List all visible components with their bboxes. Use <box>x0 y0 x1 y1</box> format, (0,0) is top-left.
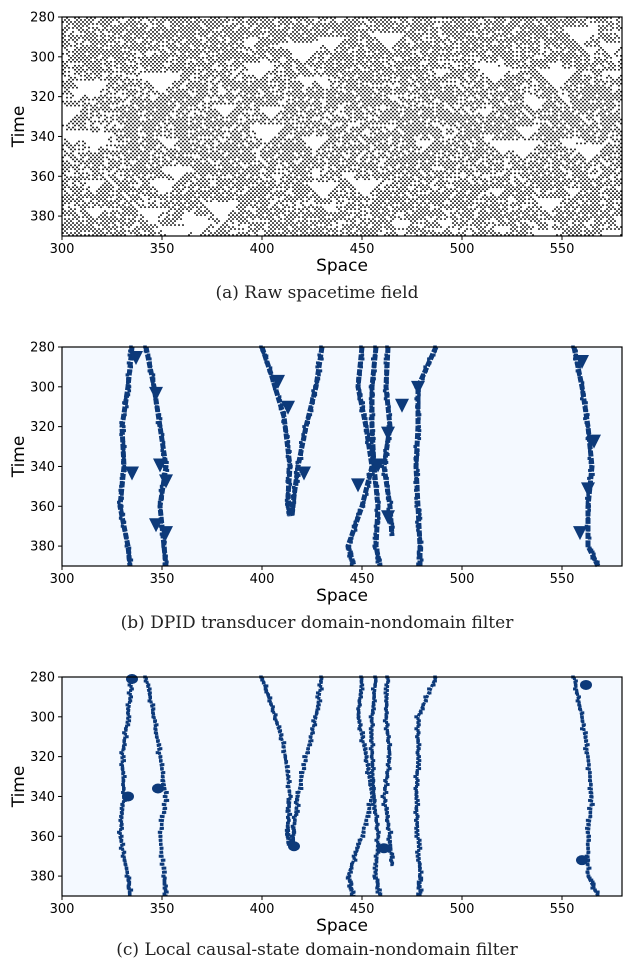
plot-frame <box>61 676 623 897</box>
x-tick-label: 350 <box>150 242 175 257</box>
axes: 300 350 400 450 500 550 280 300 320 340 360 380 Spac… <box>9 671 623 936</box>
y-tick-label: 280 <box>30 671 55 686</box>
axes: 300 350 400 450 500 550 280 300 320 340 360 380 Spac… <box>9 341 623 606</box>
triangle-marker <box>351 478 365 493</box>
triangle-marker <box>129 350 143 365</box>
x-tick-label: 550 <box>550 902 575 917</box>
triangle-marker <box>149 518 163 533</box>
triangle-marker <box>395 398 409 413</box>
panel-caption: (a) Raw spacetime field <box>215 283 419 303</box>
y-tick-label: 300 <box>30 710 55 725</box>
x-tick-label: 500 <box>450 242 475 257</box>
y-tick-label: 320 <box>30 90 55 105</box>
triangle-marker <box>581 482 595 497</box>
y-tick-label: 280 <box>30 11 55 26</box>
x-tick-label: 450 <box>350 902 375 917</box>
panel-dpid-filter: 300 350 400 450 500 550 280 300 320 340 360 380 Spac… <box>0 330 634 650</box>
triangle-marker <box>159 474 173 489</box>
x-tick-label: 400 <box>250 902 275 917</box>
x-tick-label: 500 <box>450 902 475 917</box>
field-cells <box>62 17 622 236</box>
x-axis-label: Space <box>316 586 368 606</box>
x-tick-label: 400 <box>250 242 275 257</box>
triangle-marker <box>371 458 385 473</box>
triangle-marker <box>575 354 589 369</box>
y-tick-label: 380 <box>30 210 55 225</box>
blob-marker <box>152 783 164 794</box>
blob-marker <box>122 791 134 802</box>
triangle-marker <box>149 386 163 401</box>
y-tick-label: 380 <box>30 540 55 555</box>
y-axis-label: Time <box>9 436 29 479</box>
blob-marker <box>580 679 592 690</box>
field-background <box>62 17 622 236</box>
x-axis-label: Space <box>316 256 368 276</box>
y-tick-label: 340 <box>30 460 55 475</box>
y-tick-label: 300 <box>30 50 55 65</box>
defect-paths <box>117 675 600 897</box>
panel-caption: (b) DPID transducer domain-nondomain fil… <box>120 613 514 633</box>
filter-background <box>62 677 622 896</box>
panel-local-causal-state-filter: 300 350 400 450 500 550 280 300 320 340 360 380 Spac… <box>0 660 634 967</box>
blob-marker <box>288 841 300 852</box>
blob-marker <box>576 855 588 866</box>
x-tick-label: 450 <box>350 242 375 257</box>
y-tick-label: 360 <box>30 830 55 845</box>
triangle-marker <box>381 510 395 525</box>
x-tick-label: 300 <box>50 242 75 257</box>
triangle-marker <box>381 426 395 441</box>
plot-frame <box>61 16 623 237</box>
blob-marker <box>126 673 138 684</box>
triangle-marker <box>281 400 295 415</box>
raw-spacetime-chart: 300 350 400 450 500 550 280 300 320 340 360 380 Spac… <box>9 11 623 276</box>
axes: 300 350 400 450 500 550 280 300 320 340 360 380 Spac… <box>9 11 623 276</box>
x-tick-label: 550 <box>550 242 575 257</box>
panel-raw-spacetime: 300 350 400 450 500 550 280 300 320 340 360 380 Spac… <box>0 0 634 320</box>
x-tick-label: 450 <box>350 572 375 587</box>
x-tick-label: 400 <box>250 572 275 587</box>
y-tick-label: 320 <box>30 750 55 765</box>
triangle-marker <box>125 466 139 481</box>
filter-background <box>62 347 622 566</box>
y-tick-label: 340 <box>30 130 55 145</box>
y-tick-label: 360 <box>30 500 55 515</box>
x-tick-label: 500 <box>450 572 475 587</box>
x-tick-label: 350 <box>150 572 175 587</box>
x-axis-label: Space <box>316 916 368 936</box>
y-tick-label: 380 <box>30 870 55 885</box>
blob-marker <box>378 843 390 854</box>
plot-frame <box>61 346 623 567</box>
local-causal-state-chart: 300 350 400 450 500 550 280 300 320 340 360 380 Spac… <box>9 671 623 936</box>
y-tick-label: 340 <box>30 790 55 805</box>
triangle-marker <box>271 374 285 389</box>
y-tick-label: 300 <box>30 380 55 395</box>
triangle-marker <box>587 434 601 449</box>
triangle-marker <box>411 380 425 395</box>
triangle-markers <box>125 350 601 541</box>
dpid-filter-chart: 300 350 400 450 500 550 280 300 320 340 360 380 Spac… <box>9 341 623 606</box>
triangle-marker <box>153 458 167 473</box>
y-tick-label: 320 <box>30 420 55 435</box>
y-axis-label: Time <box>9 106 29 149</box>
panel-caption: (c) Local causal-state domain-nondomain … <box>116 940 518 960</box>
defect-paths <box>117 345 601 568</box>
triangle-marker <box>573 526 587 541</box>
y-tick-label: 360 <box>30 170 55 185</box>
y-axis-label: Time <box>9 766 29 809</box>
x-tick-label: 300 <box>50 572 75 587</box>
triangle-marker <box>297 466 311 481</box>
y-tick-label: 280 <box>30 341 55 356</box>
x-tick-label: 550 <box>550 572 575 587</box>
x-tick-label: 350 <box>150 902 175 917</box>
triangle-marker <box>159 526 173 541</box>
x-tick-label: 300 <box>50 902 75 917</box>
